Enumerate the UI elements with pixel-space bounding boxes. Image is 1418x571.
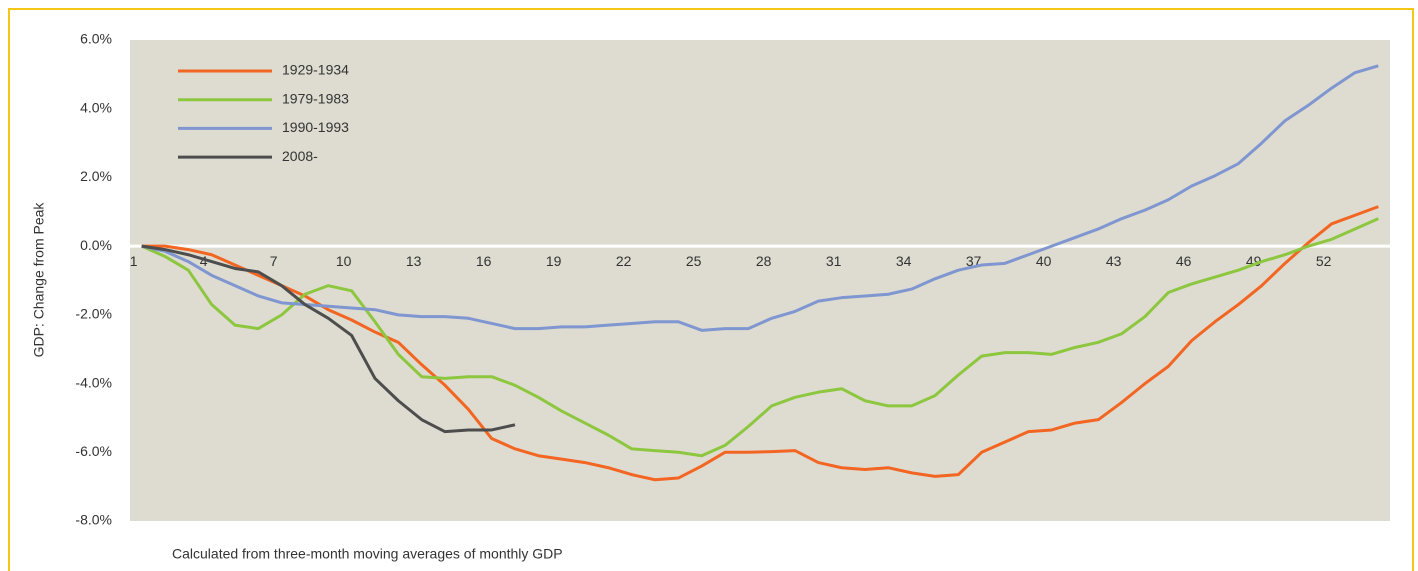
x-tick-label: 28 — [756, 253, 772, 269]
legend-label: 1990-1993 — [282, 119, 349, 135]
x-tick-label: 31 — [826, 253, 842, 269]
x-tick-label: 16 — [476, 253, 492, 269]
x-tick-label: 7 — [270, 253, 278, 269]
y-tick-label: -2.0% — [75, 306, 112, 322]
x-tick-label: 13 — [406, 253, 422, 269]
x-tick-label: 19 — [546, 253, 562, 269]
y-tick-label: 2.0% — [80, 168, 112, 184]
legend-label: 1929-1934 — [282, 62, 349, 78]
y-axis-title: GDP: Change from Peak — [31, 202, 47, 358]
x-tick-label: 4 — [200, 253, 208, 269]
x-tick-label: 46 — [1176, 253, 1192, 269]
x-tick-label: 1 — [130, 253, 138, 269]
frame — [8, 8, 1414, 571]
legend-label: 1979-1983 — [282, 90, 349, 106]
y-tick-label: 6.0% — [80, 31, 112, 47]
series-line — [141, 205, 1379, 482]
x-tick-label: 25 — [686, 253, 702, 269]
series-line — [141, 244, 516, 434]
x-tick-label: 52 — [1316, 253, 1332, 269]
x-tick-label: 10 — [336, 253, 352, 269]
y-tick-label: -6.0% — [75, 443, 112, 459]
x-tick-label: 43 — [1106, 253, 1122, 269]
plot-area — [130, 40, 1390, 521]
y-tick-label: 4.0% — [80, 99, 112, 115]
y-tick-label: -4.0% — [75, 374, 112, 390]
x-tick-label: 22 — [616, 253, 632, 269]
x-tick-label: 34 — [896, 253, 912, 269]
x-tick-label: 40 — [1036, 253, 1052, 269]
footnote: Calculated from three-month moving avera… — [172, 546, 563, 562]
series-line — [141, 217, 1379, 458]
y-tick-label: -8.0% — [75, 512, 112, 528]
series-line — [141, 64, 1379, 332]
y-tick-label: 0.0% — [80, 237, 112, 253]
legend-label: 2008- — [282, 148, 318, 164]
